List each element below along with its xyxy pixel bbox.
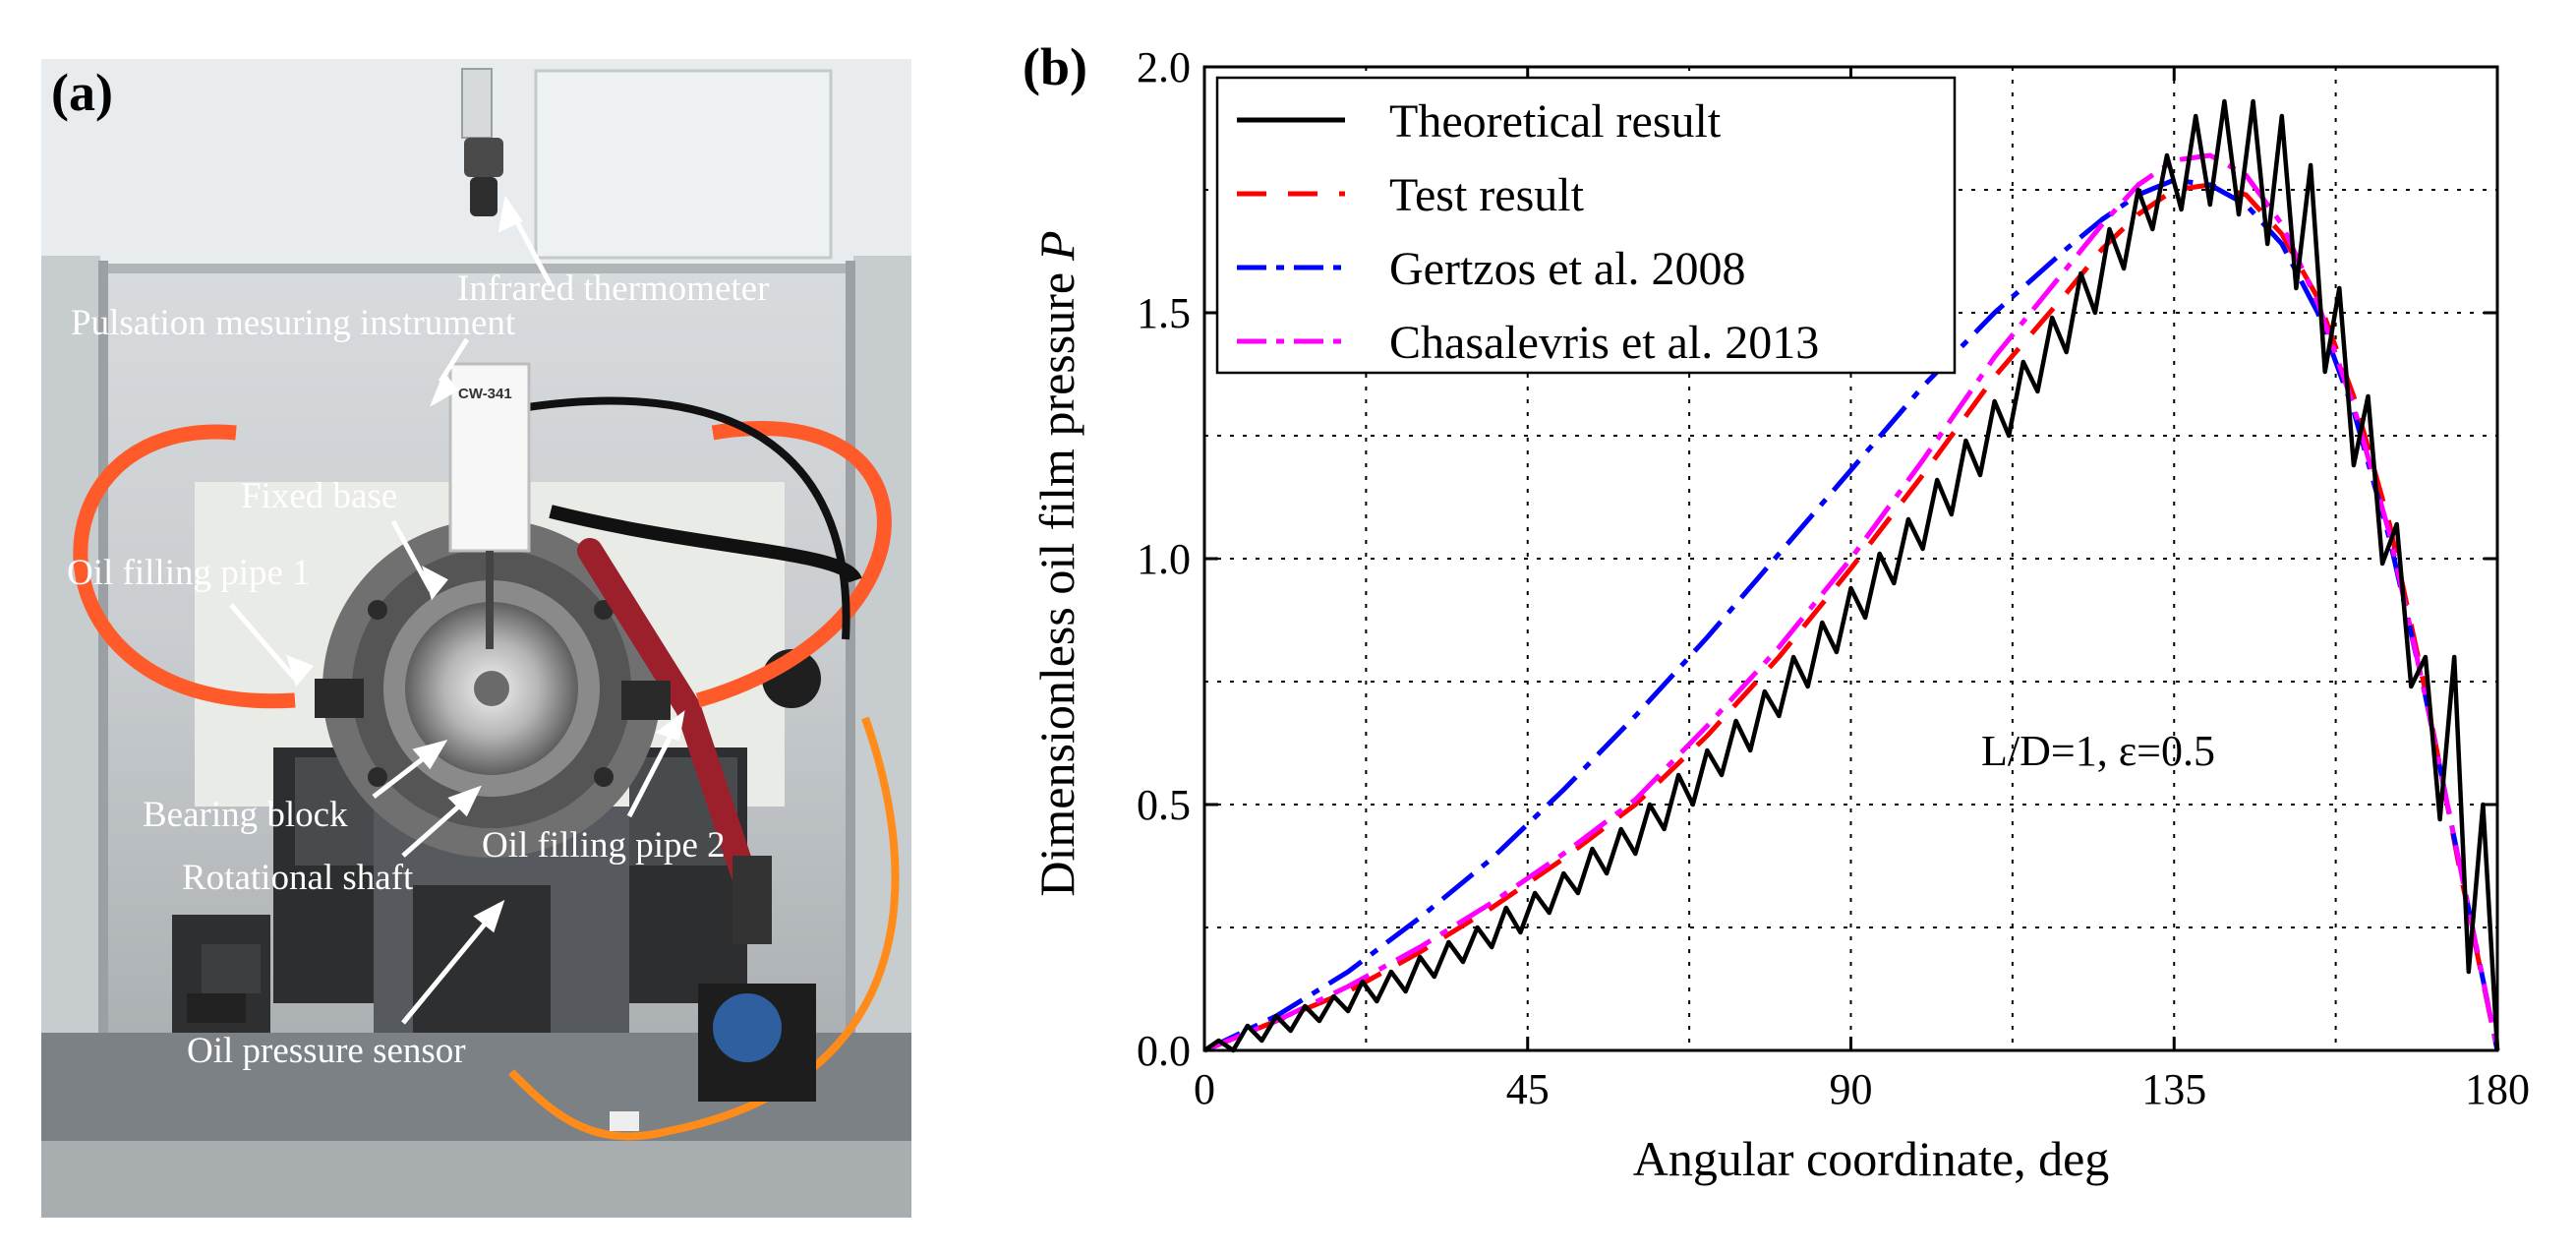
y-tick-label: 0.5 <box>1137 781 1191 829</box>
series-line-1 <box>1202 98 2500 1053</box>
y-tick-label: 1.0 <box>1137 535 1191 583</box>
legend-label-4: Chasalevris et al. 2013 <box>1389 317 1819 369</box>
label-bearing-block: Bearing block <box>143 795 348 835</box>
x-tick-label: 135 <box>2141 1065 2206 1113</box>
legend-box <box>1215 76 1957 375</box>
annotation-arrows <box>229 195 685 1025</box>
device-label: CW-341 <box>458 386 512 402</box>
tick-labels: 0 45 90 135 180 0.0 0.5 1.0 1.5 2.0 <box>1137 43 2530 1113</box>
x-tick-label: 180 <box>2465 1065 2530 1113</box>
label-oil-pressure-sensor: Oil pressure sensor <box>187 1031 466 1071</box>
label-rotational-shaft: Rotational shaft <box>182 858 414 898</box>
test-rig-photo: CW-341 Infra <box>41 59 911 1218</box>
x-axis-title: Angular coordinate, deg <box>1633 1131 2110 1186</box>
label-oil-filling-pipe-1: Oil filling pipe 1 <box>67 553 311 593</box>
condition-annotation: L/D=1, ε=0.5 <box>1981 727 2215 775</box>
pressure-chart: (b) 0 45 90 135 180 0.0 0.5 1.0 1.5 2.0 Angular c… <box>1023 37 2530 1186</box>
x-tick-label: 90 <box>1830 1065 1873 1113</box>
series-layer <box>1202 98 2500 1053</box>
series-line-2 <box>1203 182 2500 1053</box>
label-infrared-thermometer: Infrared thermometer <box>457 269 769 309</box>
y-tick-label: 1.5 <box>1137 289 1191 337</box>
label-fixed-base: Fixed base <box>241 476 397 516</box>
ticks <box>1202 65 2499 1052</box>
grid <box>1204 67 2497 1050</box>
series-line-3 <box>1202 177 2500 1053</box>
legend-label-2: Test result <box>1389 169 1585 221</box>
x-tick-label: 45 <box>1506 1065 1550 1113</box>
label-pulsation-instrument: Pulsation mesuring instrument <box>71 303 516 343</box>
panel-b-letter: (b) <box>1023 37 1087 96</box>
legend-label-1: Theoretical result <box>1389 95 1722 148</box>
y-tick-label: 0.0 <box>1137 1027 1191 1075</box>
legend-label-3: Gertzos et al. 2008 <box>1389 243 1746 295</box>
legend: Theoretical result Test result Gertzos et … <box>1215 76 1957 375</box>
series-line-4 <box>1203 152 2500 1053</box>
panel-a-letter: (a) <box>51 63 113 122</box>
y-axis-title-text: Dimensionless oil film pressure <box>1029 272 1084 897</box>
x-tick-label: 0 <box>1194 1065 1215 1113</box>
y-axis-title: Dimensionless oil film pressure P <box>1029 230 1084 896</box>
y-axis-title-symbol: P <box>1029 230 1084 262</box>
label-oil-filling-pipe-2: Oil filling pipe 2 <box>482 825 726 866</box>
y-tick-label: 2.0 <box>1137 43 1191 91</box>
